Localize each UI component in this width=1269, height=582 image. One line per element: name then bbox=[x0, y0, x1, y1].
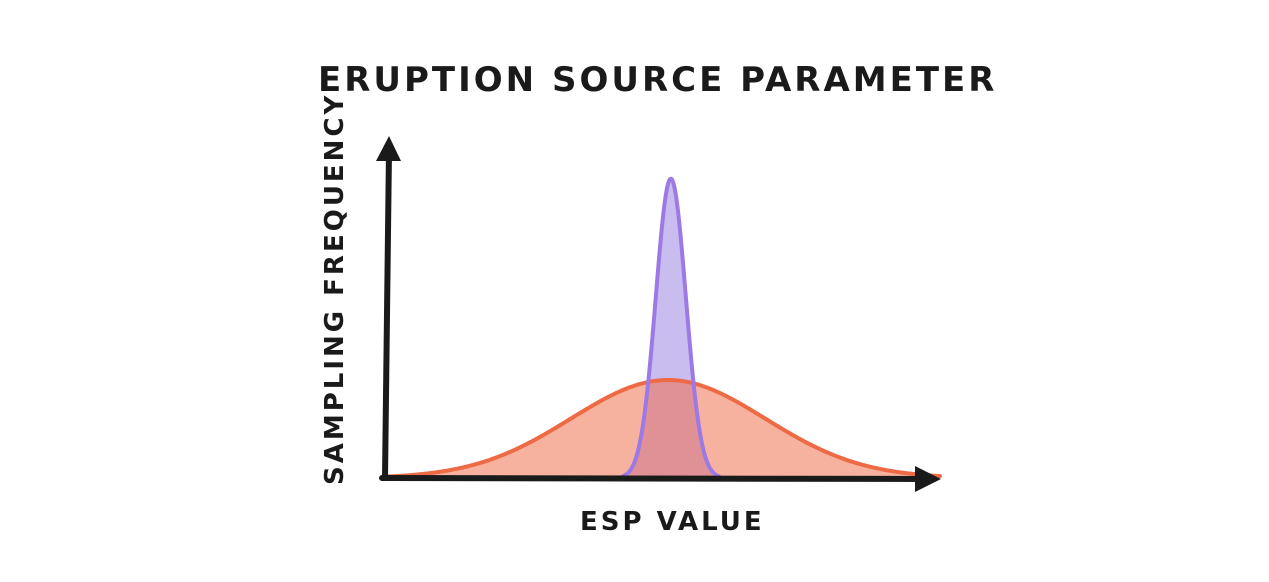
narrow-distribution-line bbox=[620, 176, 721, 479]
x-axis-label: ESP VALUE bbox=[580, 507, 765, 537]
series-layer bbox=[383, 176, 942, 479]
x-axis-arrowhead bbox=[915, 466, 941, 492]
y-axis-arrowhead bbox=[376, 136, 401, 161]
y-axis-label: SAMPLING FREQUENCY bbox=[320, 93, 350, 485]
y-axis-line bbox=[382, 147, 392, 481]
wide-distribution-line bbox=[383, 378, 942, 479]
x-axis-line bbox=[379, 475, 928, 482]
chart-title: ERUPTION SOURCE PARAMETER bbox=[318, 60, 997, 100]
axes bbox=[376, 136, 941, 492]
